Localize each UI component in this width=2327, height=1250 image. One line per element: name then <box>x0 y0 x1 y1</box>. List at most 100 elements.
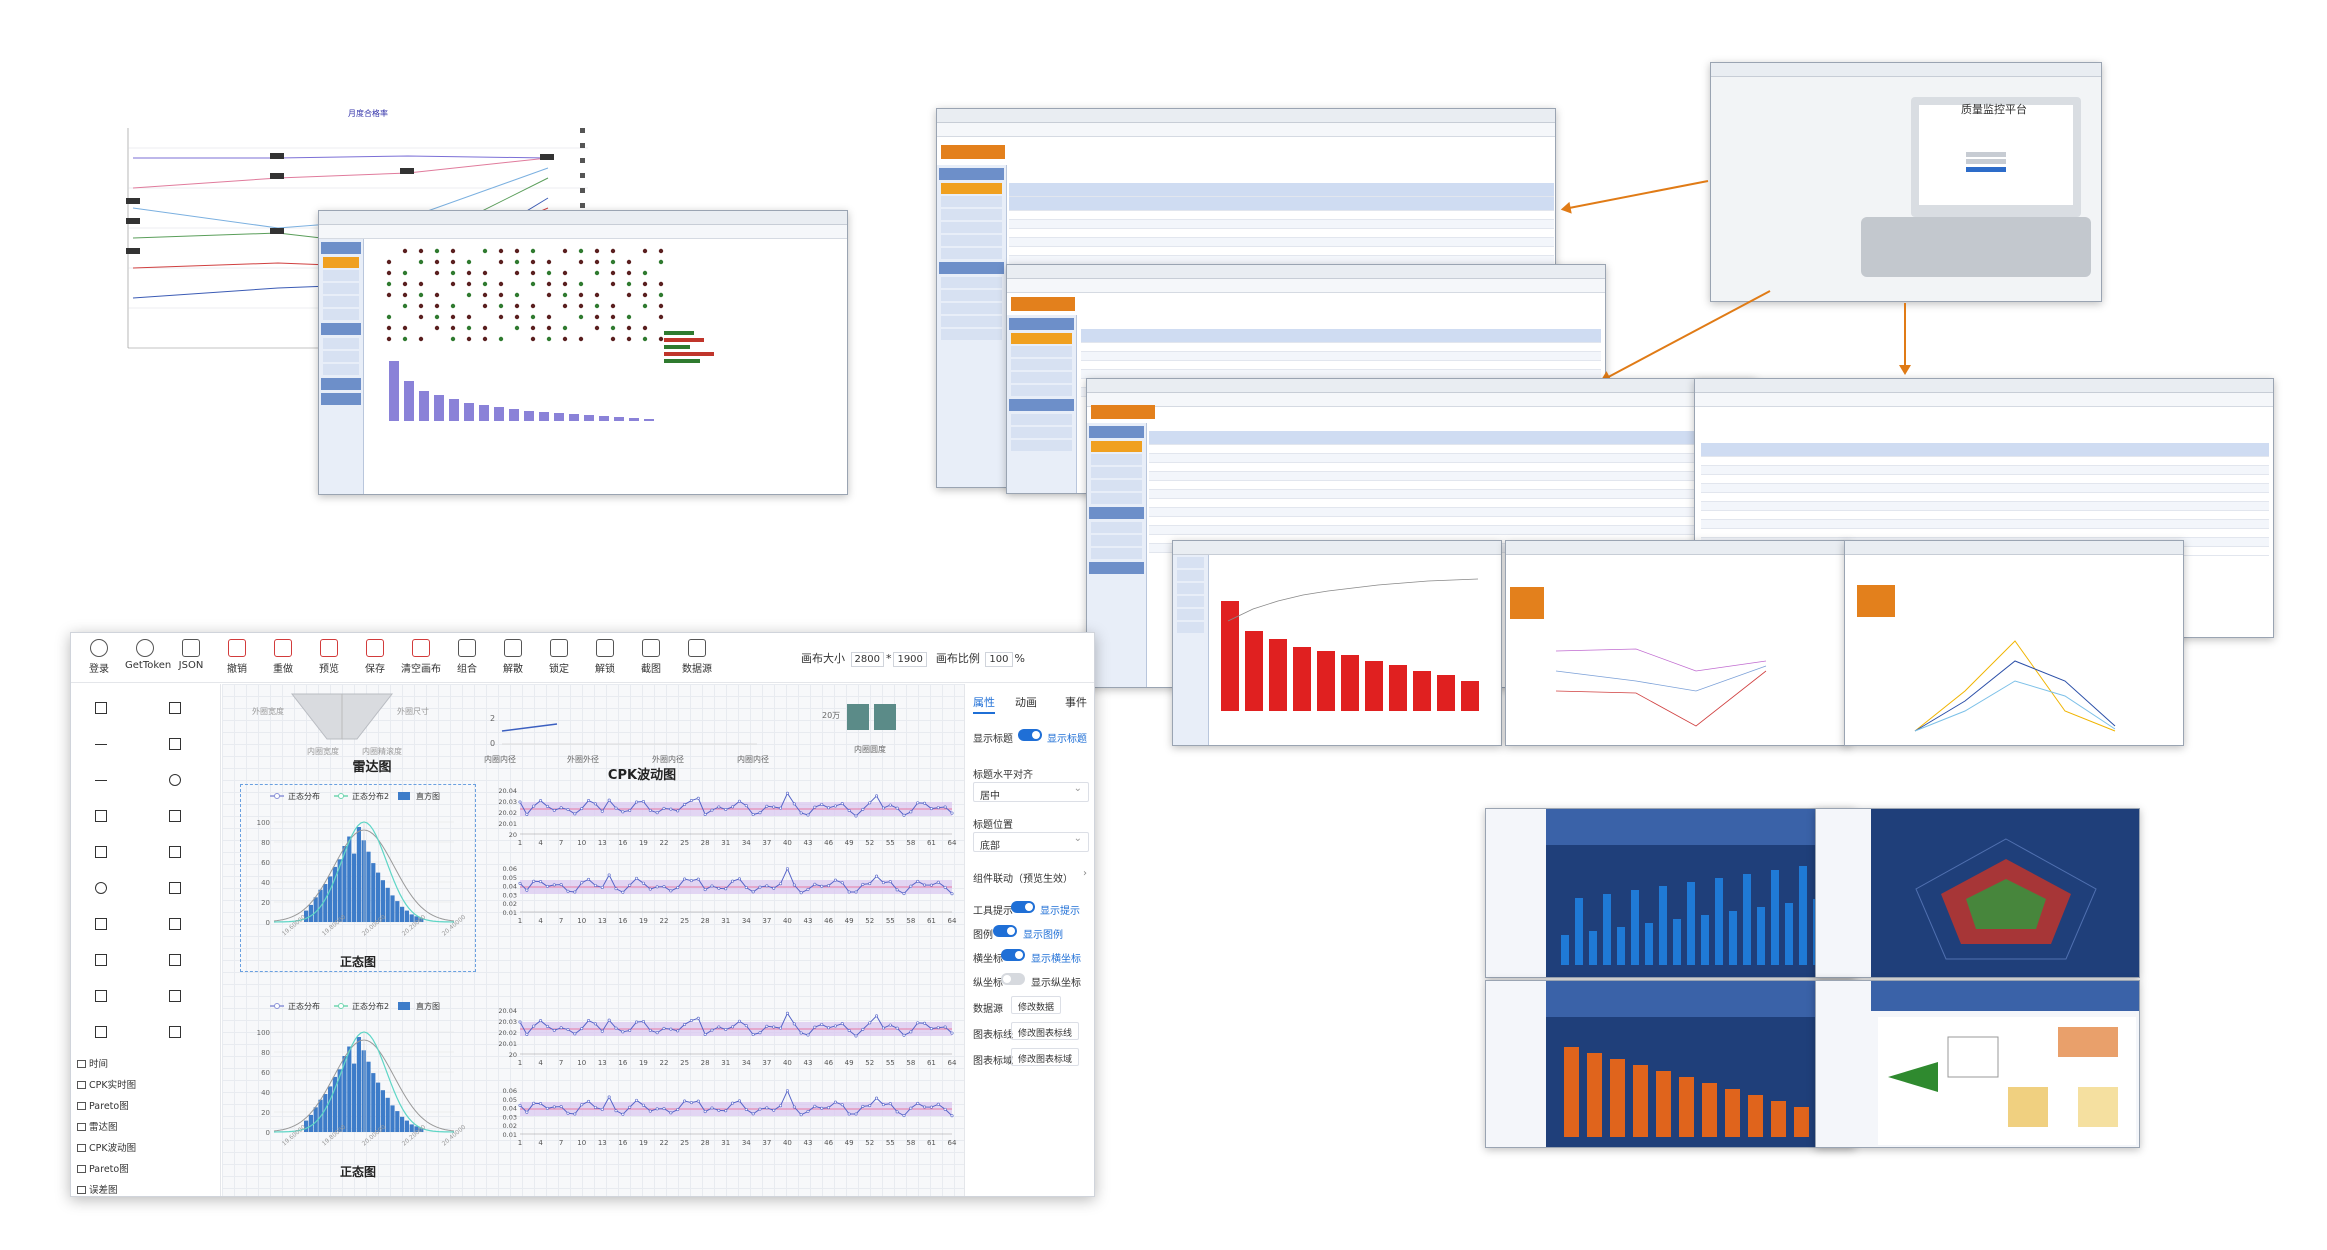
data-point <box>751 890 755 894</box>
user-button[interactable]: 登录 <box>79 639 119 679</box>
area-chart-icon[interactable] <box>169 918 181 930</box>
cpk-wave-chart-1[interactable]: 20.04 20.03 20.02 20.01 201 4 7 10 13 16 19 22 25 28 3… <box>482 784 960 856</box>
canvas-width-input[interactable]: 2800 <box>850 652 884 667</box>
data-point <box>566 1028 570 1032</box>
record-icon[interactable] <box>95 882 107 894</box>
circle-icon[interactable] <box>169 774 181 786</box>
histogram-icon[interactable] <box>95 990 107 1002</box>
matrix-dot <box>386 270 392 276</box>
data-point <box>580 1103 584 1107</box>
normal-chart-selected-frame[interactable] <box>240 784 476 972</box>
screenshot-button[interactable]: 截图 <box>631 639 671 679</box>
text-icon[interactable] <box>95 702 107 714</box>
cpk-wave-chart-3[interactable]: 20.04 20.03 20.02 20.01 201 4 7 10 13 16 19 22 25 28 3… <box>482 1004 960 1076</box>
trend-icon[interactable] <box>169 954 181 966</box>
lock-button[interactable]: 锁定 <box>539 639 579 679</box>
histogram-bar <box>337 859 342 922</box>
json-button[interactable]: JSON <box>171 639 211 679</box>
x-tick-label: 20.20000 <box>401 914 428 938</box>
show-title-toggle[interactable] <box>1018 729 1042 741</box>
edit-markline-button[interactable]: 修改图表标线 <box>1011 1022 1080 1040</box>
screenshot-dot-matrix-report <box>318 210 848 495</box>
data-point <box>545 804 549 808</box>
line-chart-icon[interactable] <box>95 918 107 930</box>
ungroup-button[interactable]: 解散 <box>493 639 533 679</box>
xaxis-toggle[interactable] <box>1001 949 1025 961</box>
tab-events[interactable]: 事件 <box>1065 696 1087 709</box>
save-button[interactable]: 保存 <box>355 639 395 679</box>
edit-data-button[interactable]: 修改数据 <box>1011 996 1062 1014</box>
clear-button[interactable]: 清空画布 <box>401 639 441 679</box>
title-align-select[interactable]: 居中 <box>973 782 1089 802</box>
data-point <box>950 1031 954 1035</box>
histogram-bar <box>371 1073 376 1132</box>
data-point <box>655 885 659 889</box>
canvas-ratio-input[interactable]: 100 <box>985 652 1013 667</box>
line-icon[interactable] <box>95 744 107 745</box>
canvas-height-input[interactable]: 1900 <box>893 652 927 667</box>
rectangle-icon[interactable] <box>169 738 181 750</box>
matrix-dot <box>450 259 456 265</box>
matrix-dot <box>546 270 552 276</box>
matrix-dot <box>386 325 392 331</box>
combo-chart-icon[interactable] <box>169 990 181 1002</box>
data-point <box>532 879 536 883</box>
star-icon[interactable] <box>95 810 107 822</box>
tab-animation[interactable]: 动画 <box>1015 696 1037 709</box>
chevron-right-icon[interactable]: › <box>1083 868 1087 879</box>
component-list-item[interactable]: 雷达图 <box>77 1119 118 1133</box>
column-icon[interactable] <box>95 1026 107 1038</box>
component-list-item[interactable]: CPK实时图 <box>77 1077 136 1091</box>
y-tick-label: 0.05 <box>503 874 517 882</box>
y-tick-label: 0.06 <box>503 865 517 873</box>
edit-markarea-button[interactable]: 修改图表标域 <box>1011 1048 1080 1066</box>
data-point <box>724 1109 728 1113</box>
tooltip-label: 工具提示 <box>973 906 1013 917</box>
pareto-bar <box>599 416 609 421</box>
component-list-item[interactable]: 误差图 <box>77 1182 118 1196</box>
data-point <box>765 884 769 888</box>
curve-icon[interactable] <box>169 1026 181 1038</box>
legend-toggle[interactable] <box>993 925 1017 937</box>
divider-icon[interactable] <box>95 780 107 781</box>
component-linkage-label[interactable]: 组件联动（预览生效） <box>973 874 1073 885</box>
checkbox-icon[interactable] <box>169 882 181 894</box>
yaxis-toggle[interactable] <box>1001 973 1025 985</box>
data-point <box>875 794 879 798</box>
triangle-icon[interactable] <box>169 810 181 822</box>
component-list-item[interactable]: Pareto图 <box>77 1161 129 1175</box>
component-list-item[interactable]: 时间 <box>77 1056 108 1070</box>
database-button[interactable]: 数据源 <box>677 639 717 679</box>
mini-line-chart[interactable] <box>497 709 777 749</box>
tooltip-toggle[interactable] <box>1011 901 1035 913</box>
title-position-select[interactable]: 底部 <box>973 832 1089 852</box>
blue-bar <box>1799 866 1807 965</box>
radar-chart-partial[interactable] <box>242 684 442 754</box>
x-tick-label: 37 <box>762 1059 771 1067</box>
data-point <box>847 1029 851 1033</box>
cpk-wave-chart-2[interactable]: 0.060.050.040.030.020.011 4 7 10 13 16 19 22 25 2… <box>482 862 960 934</box>
design-canvas[interactable]: 外圈宽度 外圈尺寸 内圈宽度 内圈精滚度 雷达图 2 0 内圈内径 外圈外径 外… <box>222 684 964 1196</box>
tab-properties[interactable]: 属性 <box>973 696 995 709</box>
scatter-icon[interactable] <box>95 954 107 966</box>
component-list-item[interactable]: CPK波动图 <box>77 1140 136 1154</box>
preview-button[interactable]: 预览 <box>309 639 349 679</box>
undo-button[interactable]: 撤销 <box>217 639 257 679</box>
mini-bar-1 <box>847 704 869 730</box>
matrix-dot <box>418 281 424 287</box>
group-button[interactable]: 组合 <box>447 639 487 679</box>
cpk-wave-chart-4[interactable]: 0.060.050.040.030.020.011 4 7 10 13 16 19 22 25 2… <box>482 1084 960 1156</box>
component-list-item[interactable]: Pareto图 <box>77 1098 129 1112</box>
matrix-dot <box>450 248 456 254</box>
bar-chart-icon[interactable] <box>169 846 181 858</box>
redo-button[interactable]: 重做 <box>263 639 303 679</box>
token-button[interactable]: GetToken <box>125 639 171 679</box>
x-tick-label: 58 <box>906 1059 915 1067</box>
unlock-button[interactable]: 解锁 <box>585 639 625 679</box>
image-icon[interactable] <box>169 702 181 714</box>
table-icon[interactable] <box>95 846 107 858</box>
x-tick-label: 16 <box>618 839 627 847</box>
data-point <box>580 1027 584 1031</box>
